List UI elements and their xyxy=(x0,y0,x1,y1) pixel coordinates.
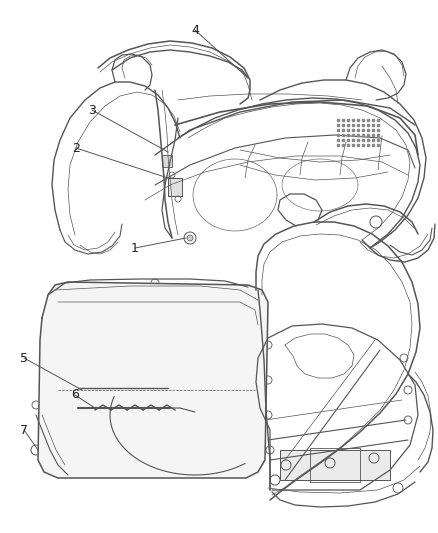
Bar xyxy=(104,404,112,412)
Circle shape xyxy=(123,383,133,393)
Text: 3: 3 xyxy=(88,103,96,117)
Bar xyxy=(168,178,182,196)
Bar xyxy=(161,404,169,412)
Bar xyxy=(84,404,92,412)
Circle shape xyxy=(103,383,113,393)
Bar xyxy=(280,450,390,480)
Circle shape xyxy=(83,383,93,393)
Text: 5: 5 xyxy=(20,351,28,365)
Text: 7: 7 xyxy=(20,424,28,437)
Bar xyxy=(162,155,172,167)
Text: 6: 6 xyxy=(71,389,79,401)
Bar xyxy=(144,404,152,412)
Text: 1: 1 xyxy=(131,241,139,254)
Bar xyxy=(124,404,132,412)
Circle shape xyxy=(187,235,193,241)
Bar xyxy=(310,448,360,482)
Text: 4: 4 xyxy=(191,23,199,36)
Text: 2: 2 xyxy=(72,141,80,155)
Circle shape xyxy=(143,383,153,393)
Polygon shape xyxy=(38,282,268,478)
